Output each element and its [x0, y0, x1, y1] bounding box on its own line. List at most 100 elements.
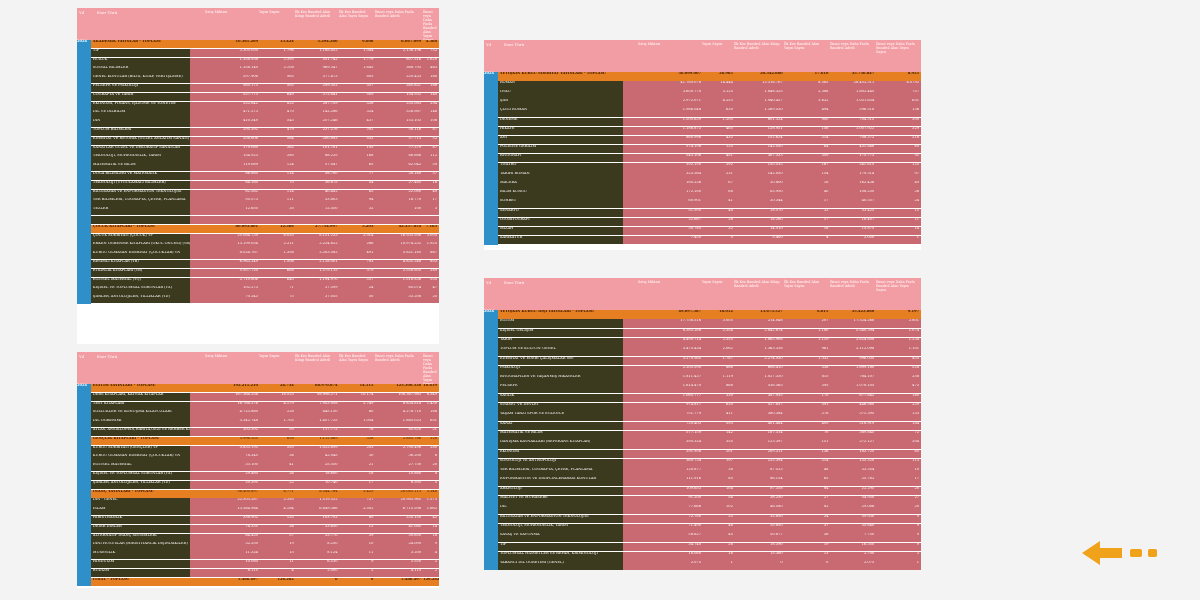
- header-col-1: Yayın Sayısı: [259, 354, 280, 358]
- year-cell: [484, 533, 498, 542]
- value-cell: 822: [259, 101, 296, 110]
- year-cell: [77, 92, 91, 102]
- value-cell: 133: [876, 412, 922, 422]
- value-cell: 751.779: [623, 412, 703, 422]
- genre-cell: POLİSİYE GERİLİM: [497, 144, 624, 154]
- table-row: SAVAŞ VE SAVUNMA 58.627 45 50.877 36 7.750 9: [484, 533, 922, 542]
- header-col-1: Yayın Sayısı: [702, 280, 723, 284]
- value-cell: 204: [876, 440, 922, 449]
- value-cell: 1.180: [784, 328, 831, 338]
- table-row: BİLGİSAYAR VE ENFORMASYON TEKNOLOJİSİ 72.…: [484, 514, 922, 524]
- value-cell: 379: [339, 268, 376, 278]
- value-cell: 17.758.516: [623, 319, 703, 329]
- genre-cell: AKADEMİK YAYINLAR - TOPLAM:: [90, 40, 191, 49]
- value-cell: 46: [703, 523, 735, 533]
- value-cell: 377.473: [295, 75, 340, 84]
- value-cell: 2.700: [830, 551, 877, 561]
- value-cell: 410.349: [190, 119, 260, 128]
- value-cell: 103.752: [295, 516, 340, 525]
- value-cell: 7.450: [623, 235, 703, 245]
- value-cell: 372.841: [295, 92, 340, 102]
- value-cell: 1.925: [423, 242, 440, 251]
- year-cell: [484, 551, 498, 561]
- value-cell: 3.346: [423, 489, 440, 498]
- value-cell: 123.397: [734, 440, 785, 449]
- value-cell: 32.850: [734, 514, 785, 524]
- value-cell: 5.400: [734, 235, 785, 245]
- year-cell: 2024: [484, 309, 498, 319]
- value-cell: 37: [423, 172, 440, 181]
- table-row: SANAT 720.403 593 401.484 409 318.919 184: [484, 421, 922, 431]
- value-cell: 87.523: [734, 468, 785, 477]
- year-cell: [77, 560, 91, 569]
- value-cell: 1.505.639: [623, 117, 703, 127]
- value-cell: 142.550: [734, 144, 785, 154]
- genre-cell: MATEMATİK VE BİLİM: [497, 430, 624, 440]
- value-cell: 20.800: [734, 181, 785, 190]
- year-cell: [484, 347, 498, 356]
- header-col-3: İlk Kez Bandrol Alan Yayın Sayısı: [784, 42, 820, 50]
- genre-cell: PSİKOLOJİ: [497, 365, 624, 375]
- value-cell: 431.848: [830, 144, 877, 154]
- value-cell: 39: [339, 533, 376, 542]
- table-row: ENFORMASYON VE DİSİPLİNLERARASI KONULAR 1…: [484, 477, 922, 487]
- value-cell: 868: [703, 384, 735, 394]
- genre-cell: GENÇLİK KİTAPLARI - TOPLAM:: [90, 436, 191, 446]
- genre-cell: MUSEVİLİK: [90, 551, 191, 560]
- value-cell: 167: [784, 163, 831, 172]
- genre-cell: ERKEN ÖĞRENME KİTAPLARI (OKUL ÖNCESİ) (Y…: [90, 242, 191, 251]
- value-cell: 179.080: [190, 145, 260, 154]
- value-cell: 156: [784, 126, 831, 136]
- value-cell: 1.796: [259, 48, 296, 58]
- value-cell: 42: [423, 516, 440, 525]
- year-cell: [77, 454, 91, 463]
- value-cell: 1.986.048: [623, 108, 703, 117]
- genre-cell: EKONOMİ, FİNANS, İŞLETME VE YÖNETİM: [90, 101, 191, 110]
- value-cell: 49: [423, 189, 440, 198]
- value-cell: 1.119: [784, 337, 831, 347]
- value-cell: 82: [784, 505, 831, 515]
- year-cell: [77, 48, 91, 58]
- genre-cell: DİN - GENEL: [90, 498, 191, 507]
- year-cell: [484, 208, 498, 218]
- year-cell: [77, 498, 91, 507]
- genre-cell: ŞİİRLER, ANTOLOJİLER, YILLIKLAR (YD): [90, 295, 191, 304]
- genre-cell: EĞİTİM YAYINLARI - TOPLAM:: [90, 384, 191, 393]
- value-cell: 179.314: [830, 172, 877, 181]
- genre-cell: SAĞLIK: [497, 393, 624, 403]
- value-cell: 2.624.808: [830, 337, 877, 347]
- value-cell: 2.710.806: [190, 277, 260, 286]
- value-cell: 26.965: [703, 72, 735, 81]
- genre-cell: HİKAYE: [497, 126, 624, 136]
- value-cell: 509: [339, 92, 376, 102]
- value-cell: 104: [703, 486, 735, 496]
- value-cell: 2.355: [703, 337, 735, 347]
- value-cell: 13.424: [259, 40, 296, 49]
- year-cell: [77, 154, 91, 163]
- value-cell: 33.803: [295, 198, 340, 207]
- genre-cell: COĞRAFYA VE TARİH: [90, 92, 191, 102]
- header-genre: Eser Türü: [504, 280, 525, 285]
- value-cell: 258: [876, 375, 922, 384]
- year-cell: [77, 428, 91, 437]
- value-cell: 10.080: [190, 560, 260, 569]
- value-cell: 37.399: [295, 286, 340, 295]
- year-cell: [77, 128, 91, 137]
- value-cell: 153.103: [375, 119, 424, 128]
- genre-cell: SANATLAR GÜZEL VE DEKORATİF SANATLAR: [90, 145, 191, 154]
- value-cell: 395: [784, 384, 831, 394]
- value-cell: 36.200: [375, 454, 424, 463]
- value-cell: 528: [339, 101, 376, 110]
- arrow-left-dashed-icon[interactable]: [1078, 538, 1168, 568]
- value-cell: 527.837: [734, 403, 785, 412]
- value-cell: 3.996.355: [190, 436, 260, 446]
- value-cell: 1.358: [259, 251, 296, 260]
- value-cell: 551.742: [295, 57, 340, 66]
- value-cell: 152.624: [734, 135, 785, 145]
- table-row: YAŞAM TARZI SPOR VE EĞLENCE 751.779 411 380…: [484, 412, 922, 422]
- value-cell: 4.835.248: [375, 260, 424, 269]
- value-cell: 432: [703, 135, 735, 145]
- value-cell: 214.048: [734, 319, 785, 329]
- value-cell: 112: [423, 154, 440, 163]
- value-cell: 8.383.268: [623, 328, 703, 338]
